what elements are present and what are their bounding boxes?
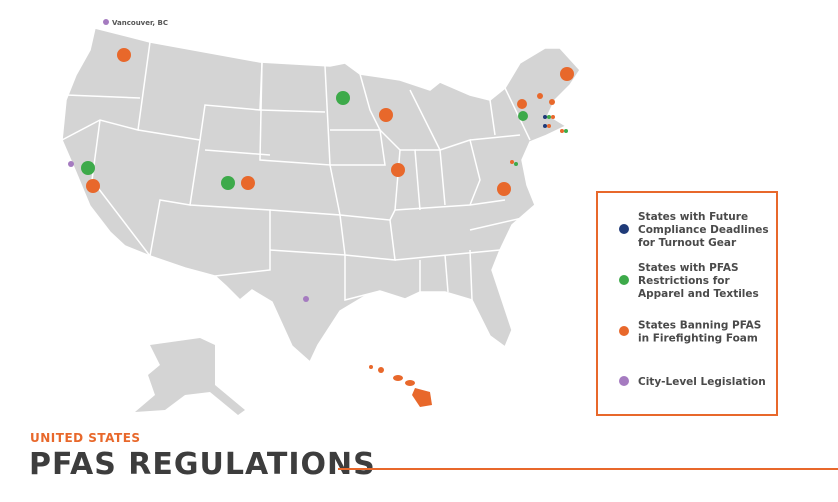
us-map xyxy=(61,27,581,415)
hawaii xyxy=(369,365,432,407)
marker xyxy=(537,93,543,99)
legend-label: States with Future xyxy=(638,211,748,223)
legend-label: for Turnout Gear xyxy=(638,237,737,249)
alaska xyxy=(135,338,245,415)
city-label: Vancouver, BC xyxy=(112,19,168,27)
marker xyxy=(241,176,255,190)
marker xyxy=(543,115,547,119)
marker xyxy=(391,163,405,177)
legend-swatch xyxy=(619,326,629,336)
marker xyxy=(336,91,350,105)
marker xyxy=(303,296,309,302)
marker xyxy=(551,115,555,119)
legend-label: Compliance Deadlines xyxy=(638,224,769,236)
legend-swatch xyxy=(619,275,629,285)
marker xyxy=(547,115,551,119)
marker xyxy=(564,129,568,133)
legend-label: Restrictions for xyxy=(638,275,730,287)
subtitle: UNITED STATES xyxy=(30,431,141,445)
marker xyxy=(514,162,518,166)
legend-label: Apparel and Textiles xyxy=(638,288,759,300)
title: PFAS REGULATIONS xyxy=(29,447,376,482)
legend-swatch xyxy=(619,376,629,386)
marker xyxy=(560,129,564,133)
city-marker xyxy=(103,19,109,25)
legend-label: States Banning PFAS xyxy=(638,320,761,332)
legend-swatch xyxy=(619,224,629,234)
marker xyxy=(117,48,131,62)
marker xyxy=(86,179,100,193)
legend-label: in Firefighting Foam xyxy=(638,333,758,345)
marker xyxy=(517,99,527,109)
marker xyxy=(81,161,95,175)
marker xyxy=(497,182,511,196)
marker xyxy=(543,124,547,128)
legend-label: City-Level Legislation xyxy=(638,376,766,388)
mainland xyxy=(61,27,581,364)
marker xyxy=(68,161,74,167)
marker xyxy=(510,160,514,164)
legend-box xyxy=(596,191,778,416)
marker xyxy=(547,124,551,128)
markers xyxy=(68,48,574,302)
state-borders xyxy=(61,41,536,301)
marker xyxy=(560,67,574,81)
legend-label: States with PFAS xyxy=(638,262,739,274)
marker xyxy=(221,176,235,190)
marker xyxy=(549,99,555,105)
marker xyxy=(518,111,528,121)
marker xyxy=(379,108,393,122)
